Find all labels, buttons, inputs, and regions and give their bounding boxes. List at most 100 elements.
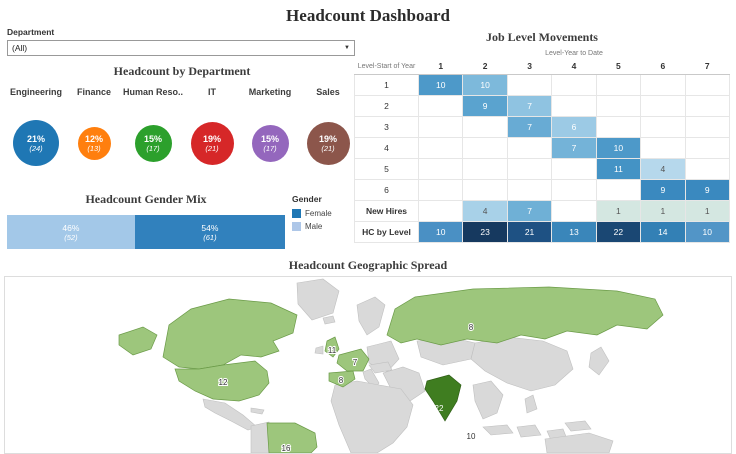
matrix-row: 5 11 4 <box>354 157 731 180</box>
matrix-cell[interactable]: 9 <box>684 178 731 201</box>
matrix-empty-cell <box>595 115 642 138</box>
department-name: Human Reso.. <box>123 87 184 97</box>
matrix-cell[interactable]: 7 <box>551 136 597 159</box>
gender-legend-title: Gender <box>292 194 322 204</box>
department-bubble[interactable]: 19% (21) <box>190 121 234 165</box>
matrix-column-header: 1 <box>418 59 463 75</box>
matrix-empty-cell <box>684 157 731 180</box>
bubble-count: (17) <box>146 143 160 153</box>
bubble-area: 19% (21) <box>190 101 234 185</box>
matrix-empty-cell <box>551 178 597 201</box>
bubble-percent: 19% <box>203 133 222 144</box>
department-bubble[interactable]: 15% (17) <box>134 124 172 162</box>
gender-segment[interactable]: 54% (61) <box>134 215 285 249</box>
matrix-cell[interactable]: 7 <box>506 94 553 117</box>
map-island-borneo <box>516 424 542 438</box>
matrix-empty-cell <box>640 136 686 159</box>
matrix-empty-cell <box>506 178 553 201</box>
bubble-count: (17) <box>263 143 277 153</box>
map-region-scandinavia <box>356 296 386 336</box>
world-map: 12 16 11 7 8 8 22 10 <box>4 276 732 454</box>
department-column: Human Reso.. 15% (17) <box>123 87 183 185</box>
matrix-empty-cell <box>506 157 553 180</box>
map-country-india[interactable] <box>424 374 462 422</box>
legend-entry[interactable]: Male <box>292 222 362 231</box>
matrix-cell[interactable]: 1 <box>595 199 642 222</box>
matrix-empty-cell <box>462 157 508 180</box>
matrix-cell[interactable]: 10 <box>462 73 508 96</box>
matrix-row-label: 4 <box>354 136 419 159</box>
department-name: Finance <box>76 87 111 97</box>
map-country-greenland <box>296 278 340 321</box>
gender-segment[interactable]: 46% (52) <box>7 215 135 249</box>
department-column: Marketing 15% (17) <box>241 87 299 185</box>
map-country-usa[interactable] <box>174 360 270 402</box>
department-filter: Department (All) ▼ <box>7 27 355 56</box>
map-value-label: 12 <box>219 378 228 387</box>
segment-percent: 46% <box>62 222 80 233</box>
gender-legend: Gender Female Male <box>292 194 362 235</box>
department-bubble[interactable]: 19% (21) <box>306 121 350 165</box>
department-bubble[interactable]: 21% (24) <box>13 120 59 166</box>
matrix-cell[interactable]: 4 <box>640 157 686 180</box>
map-island-sumatra <box>482 424 514 436</box>
matrix-cell[interactable]: 1 <box>684 199 731 222</box>
bubble-percent: 21% <box>26 133 45 144</box>
filter-label: Department <box>7 27 55 37</box>
matrix-cell[interactable]: 13 <box>551 220 597 243</box>
department-bubble-row: Engineering 21% (24) Finance 12% (13) Human Re… <box>7 87 357 185</box>
matrix-cell[interactable]: 6 <box>551 115 597 138</box>
matrix-title: Job Level Movements <box>486 30 598 44</box>
matrix-cell[interactable]: 9 <box>640 178 686 201</box>
matrix-cell[interactable]: 4 <box>462 199 508 222</box>
bubble-percent: 15% <box>143 133 162 144</box>
map-country-uk[interactable] <box>324 336 340 358</box>
map-region-central-europe[interactable] <box>336 348 370 372</box>
department-bubble[interactable]: 12% (13) <box>77 126 111 160</box>
matrix-row-label: 5 <box>354 157 419 180</box>
department-bubble[interactable]: 15% (17) <box>251 124 289 162</box>
map-country-japan <box>588 346 610 376</box>
bubble-count: (21) <box>321 143 335 153</box>
matrix-column-header: 7 <box>685 59 730 75</box>
map-country-spain[interactable] <box>328 370 356 388</box>
map-country-brazil[interactable] <box>266 422 318 453</box>
bubble-count: (13) <box>87 143 101 153</box>
map-value-label: 8 <box>339 376 344 385</box>
matrix-cell[interactable]: 10 <box>595 136 642 159</box>
matrix-cell[interactable]: 7 <box>506 199 553 222</box>
map-country-russia[interactable] <box>386 286 664 346</box>
bubble-area: 15% (17) <box>251 101 289 185</box>
job-level-movements: Job Level Movements Level-Year to Date L… <box>354 30 731 243</box>
matrix-cell[interactable]: 14 <box>640 220 686 243</box>
map-country-canada[interactable] <box>162 298 298 370</box>
legend-entry[interactable]: Female <box>292 209 362 218</box>
matrix-cell[interactable]: 11 <box>595 157 642 180</box>
map-region-southeast-asia <box>472 380 504 420</box>
matrix-cell[interactable]: 9 <box>462 94 508 117</box>
bubble-area: 15% (17) <box>134 101 172 185</box>
segment-count: (52) <box>64 232 78 242</box>
matrix-column-header: 3 <box>507 59 552 75</box>
map-region-alaska[interactable] <box>118 326 158 356</box>
map-value-label: 8 <box>469 323 474 332</box>
matrix-cell[interactable]: 10 <box>417 220 464 243</box>
matrix-cell[interactable]: 7 <box>506 115 553 138</box>
matrix-cell[interactable]: 22 <box>595 220 642 243</box>
matrix-cell[interactable]: 1 <box>640 199 686 222</box>
page-title: Headcount Dashboard <box>286 6 450 25</box>
department-column: IT 19% (21) <box>183 87 241 185</box>
matrix-empty-cell <box>417 94 464 117</box>
map-region-africa <box>330 380 414 453</box>
matrix-row: 1 10 10 <box>354 73 731 96</box>
matrix-cell[interactable]: 10 <box>684 220 731 243</box>
department-dropdown[interactable]: (All) ▼ <box>7 40 355 56</box>
segment-percent: 54% <box>201 222 219 233</box>
matrix-cell[interactable]: 23 <box>462 220 508 243</box>
matrix-cell[interactable]: 10 <box>417 73 464 96</box>
matrix-empty-cell <box>684 115 731 138</box>
matrix-cell[interactable]: 21 <box>506 220 553 243</box>
